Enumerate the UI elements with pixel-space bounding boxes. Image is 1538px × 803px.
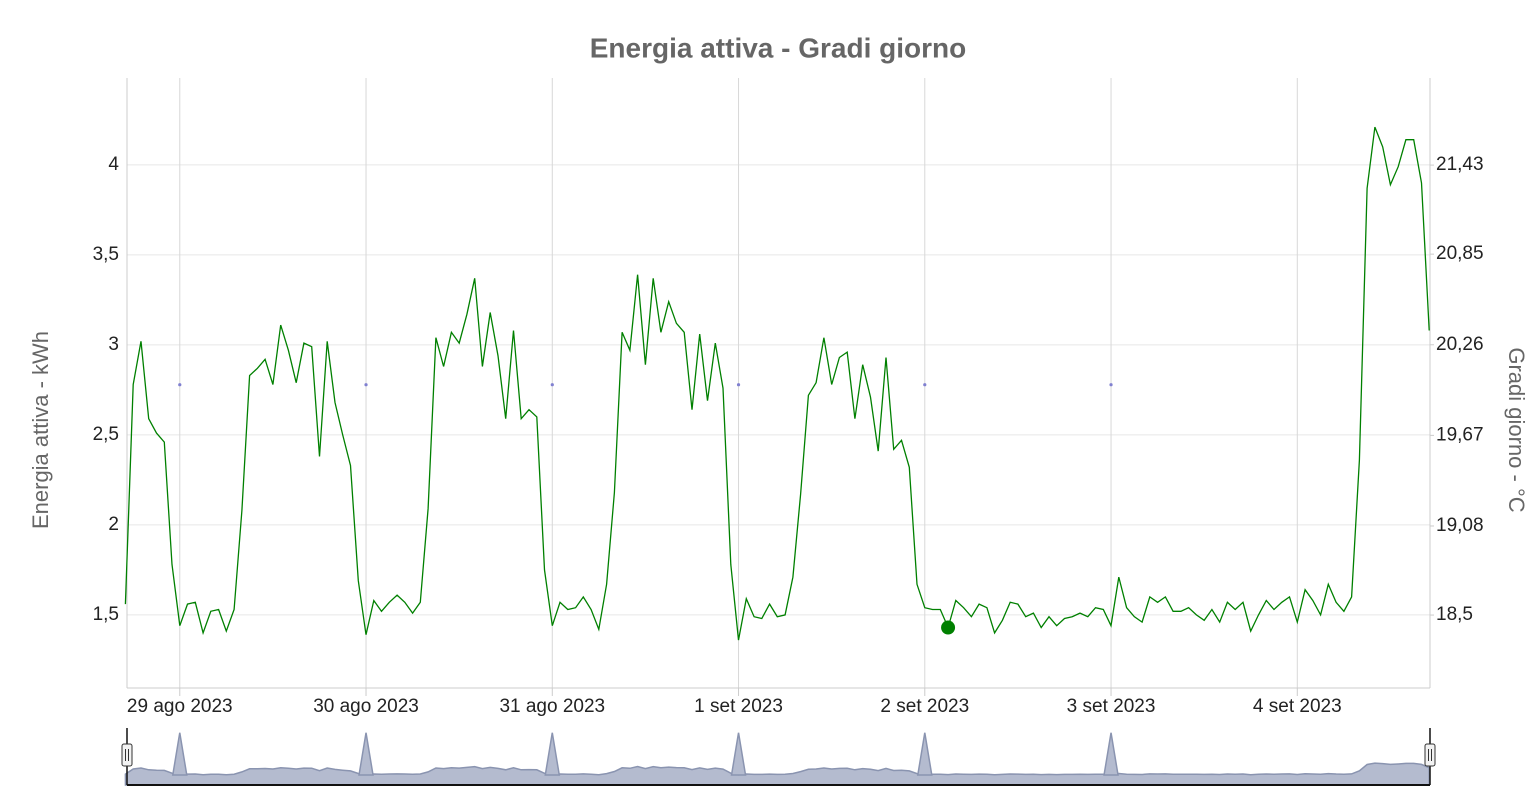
data-point [923,383,927,387]
data-point [736,383,741,387]
navigator-spike [544,732,561,776]
navigator-handle [1424,743,1436,767]
x-tick-label: 30 ago 2023 [313,696,419,717]
x-tick-label: 4 set 2023 [1253,696,1342,717]
data-point [178,383,182,387]
data-line [124,126,1430,641]
navigator-spike [358,732,374,776]
y-axis-title: Energia attiva - kWh [28,331,53,529]
y2-tick-label: 19,08 [1436,515,1484,536]
y-tick-label: 4 [108,154,119,175]
y-tick-label: 1,5 [93,604,119,625]
navigator-spike [916,732,933,776]
navigator-handle [121,743,133,767]
y2-tick-label: 20,26 [1436,334,1484,355]
y2-tick-label: 21,43 [1436,154,1484,175]
navigator-area [124,762,1430,786]
y2-axis-title: Gradi giorno - °C [1504,347,1529,512]
data-point [550,383,554,387]
data-point [364,383,368,387]
y-tick-label: 2 [108,514,119,535]
x-tick-label: 29 ago 2023 [127,696,233,717]
y2-tick-label: 20,85 [1436,243,1484,264]
y2-tick-label: 19,67 [1436,424,1484,445]
y-tick-label: 2,5 [93,424,119,445]
data-point [1109,383,1113,387]
x-tick-label: 2 set 2023 [880,696,969,717]
navigator-spike [171,732,188,776]
navigator-spike [730,732,747,776]
hover-marker [941,620,956,635]
y2-tick-label: 18,5 [1436,604,1473,625]
navigator-spike [1103,732,1119,776]
x-tick-label: 1 set 2023 [694,696,783,717]
chart-title: Energia attiva - Gradi giorno [590,32,967,63]
y-tick-label: 3,5 [93,244,119,265]
x-tick-label: 31 ago 2023 [499,696,605,717]
y-tick-label: 3 [108,334,119,355]
x-tick-label: 3 set 2023 [1067,696,1156,717]
